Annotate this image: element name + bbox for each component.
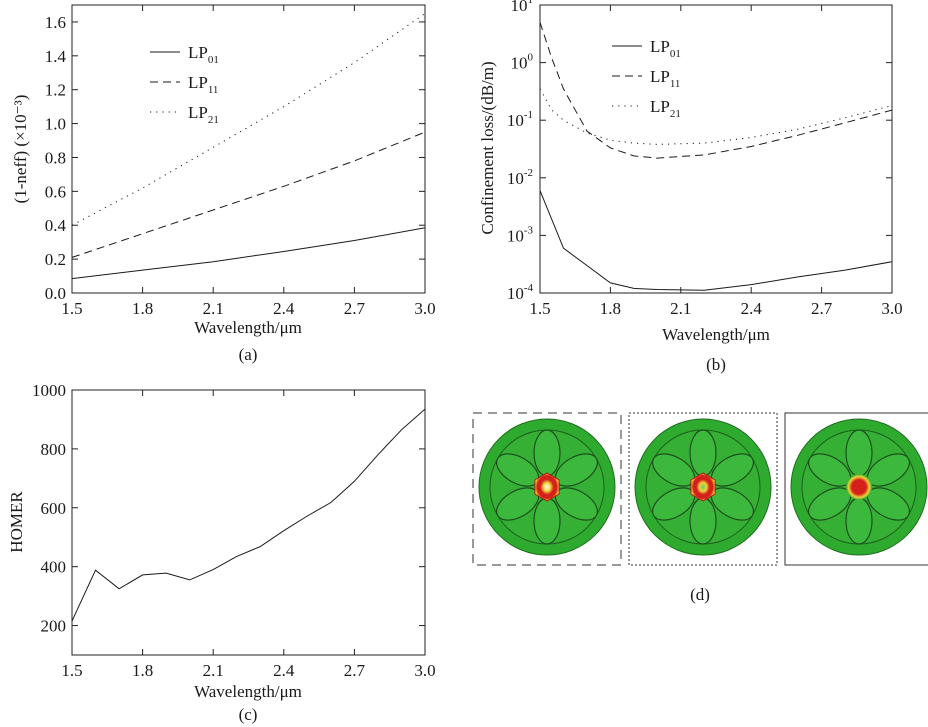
chart-c-panel-label: (c) [239, 705, 258, 724]
chart-c-ytick-label: 800 [41, 440, 67, 459]
chart-a-ytick-label: 0.8 [45, 148, 66, 167]
chart-a-ytick-label: 0.2 [45, 250, 66, 269]
chart-c-ylabel: HOMER [7, 491, 26, 553]
core-mode-spot [846, 474, 872, 500]
chart-c-xlabel: Wavelength/μm [194, 682, 302, 701]
chart-a-ytick-label: 0.0 [45, 284, 66, 303]
chart-b-panel-label: (b) [706, 355, 726, 374]
chart-b-xtick-label: 2.1 [670, 299, 691, 318]
chart-a-legend-label-lp11: LP11 [188, 73, 218, 96]
chart-c-ytick-label: 200 [41, 617, 67, 636]
chart-c: 1.5 1.8 2.1 2.4 2.7 3.0 200 400 600 800 1000 Wavel… [7, 381, 436, 724]
chart-c-xtick-label: 2.1 [203, 661, 224, 680]
chart-b-legend-label-lp11: LP11 [650, 67, 680, 90]
chart-b-series-lp01 [539, 190, 893, 291]
cladding-tube [845, 497, 873, 545]
chart-c-ytick-label: 1000 [32, 381, 66, 400]
chart-c-xtick-label: 3.0 [414, 661, 435, 680]
chart-b-series-lp11 [539, 22, 893, 159]
chart-a: 1.5 1.8 2.1 2.4 2.7 3.0 0.0 0.2 0.4 0.6 0.8 1.0 1.2 1… [11, 4, 436, 364]
mode-field-panel: (d) [472, 412, 928, 604]
chart-b-xtick-label: 2.7 [811, 299, 833, 318]
mode-field-image [472, 412, 622, 566]
chart-b-legend-label-lp01: LP01 [650, 37, 681, 60]
cladding-tube [845, 429, 873, 477]
chart-b-xtick-label: 2.4 [741, 299, 763, 318]
chart-b-series-lp21 [539, 88, 893, 145]
chart-c-ytick-label: 600 [41, 499, 67, 518]
chart-b-ytick-label: 10-2 [507, 167, 533, 188]
chart-a-series-lp21 [71, 13, 426, 226]
chart-a-ytick-label: 1.6 [45, 13, 66, 32]
chart-a-xtick-label: 1.5 [61, 299, 82, 318]
chart-c-series-0 [71, 408, 426, 622]
chart-c-xtick-label: 2.4 [273, 661, 295, 680]
mode-field-image [628, 412, 778, 566]
chart-b-ytick-label: 10-3 [507, 224, 534, 245]
chart-a-xtick-label: 2.7 [344, 299, 366, 318]
chart-a-ytick-label: 0.6 [45, 182, 66, 201]
chart-a-series-lp11 [71, 131, 426, 258]
chart-c-ytick-label: 400 [41, 558, 67, 577]
chart-b-frame [539, 4, 893, 294]
chart-a-frame [71, 4, 426, 294]
chart-a-ytick-label: 1.2 [45, 81, 66, 100]
chart-b-ylabel: Confinement loss/(dB/m) [478, 61, 497, 234]
chart-a-ylabel: (1-neff) (×10⁻³) [11, 95, 30, 204]
chart-b-legend-label-lp21: LP21 [650, 97, 681, 120]
chart-b-ytick-label: 10-1 [507, 109, 533, 130]
chart-b-xlabel: Wavelength/μm [662, 325, 770, 344]
chart-a-xtick-label: 2.1 [203, 299, 224, 318]
cladding-tube [533, 429, 561, 477]
chart-b-ytick-label: 101 [511, 0, 534, 15]
cladding-tube [533, 497, 561, 545]
core-mode-ring [534, 472, 560, 502]
mode-field-image [784, 412, 928, 566]
chart-a-ytick-label: 1.0 [45, 115, 66, 134]
cladding-tube [689, 497, 717, 545]
chart-a-xtick-label: 3.0 [414, 299, 435, 318]
chart-a-xtick-label: 1.8 [132, 299, 153, 318]
chart-a-legend-label-lp21: LP21 [188, 103, 219, 126]
chart-b-ytick-label: 100 [511, 52, 534, 73]
chart-a-legend-label-lp01: LP01 [188, 43, 219, 66]
cladding-tube [689, 429, 717, 477]
chart-a-ytick-label: 1.4 [45, 47, 67, 66]
chart-c-xtick-label: 1.5 [61, 661, 82, 680]
chart-a-panel-label: (a) [239, 345, 258, 364]
chart-b-xtick-label: 1.8 [600, 299, 621, 318]
chart-b-xtick-label: 1.5 [529, 299, 550, 318]
chart-a-series-lp01 [71, 227, 426, 280]
chart-b-xtick-label: 3.0 [881, 299, 902, 318]
chart-a-xlabel: Wavelength/μm [194, 318, 302, 337]
chart-c-xtick-label: 1.8 [132, 661, 153, 680]
chart-b: 1.5 1.8 2.1 2.4 2.7 3.0 101 100 10-1 10-2 10-3 10-4… [478, 0, 903, 374]
mode-field-panel-label: (d) [690, 585, 710, 604]
core-mode-ring [690, 472, 716, 502]
chart-c-xtick-label: 2.7 [344, 661, 366, 680]
chart-c-frame [71, 389, 426, 656]
chart-b-ytick-label: 10-4 [507, 282, 534, 303]
chart-a-ytick-label: 0.4 [45, 216, 67, 235]
chart-a-xtick-label: 2.4 [273, 299, 295, 318]
